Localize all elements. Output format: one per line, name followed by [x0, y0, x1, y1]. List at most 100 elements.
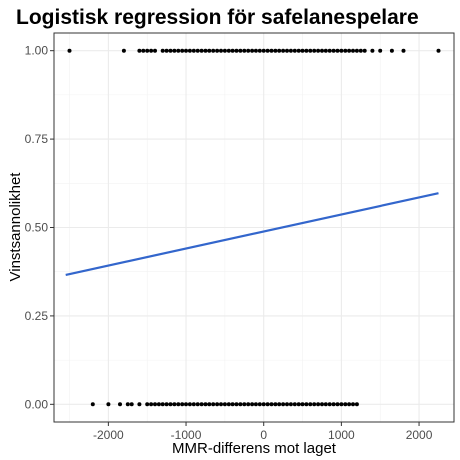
data-point — [125, 402, 130, 407]
y-axis-ticks: 0.00 0.25 0.50 0.75 1.00 — [25, 44, 54, 411]
data-point — [327, 48, 332, 53]
data-point — [292, 402, 297, 407]
data-point — [261, 402, 266, 407]
data-point — [234, 402, 239, 407]
x-tick-label: -2000 — [93, 428, 124, 442]
data-point — [129, 402, 134, 407]
data-point — [149, 402, 154, 407]
data-point — [246, 402, 251, 407]
data-point — [316, 402, 321, 407]
data-point — [335, 402, 340, 407]
data-point — [164, 402, 169, 407]
data-point — [335, 48, 340, 53]
data-point — [288, 402, 293, 407]
data-point — [176, 48, 181, 53]
data-point — [211, 402, 216, 407]
data-point — [296, 48, 301, 53]
data-point — [347, 402, 352, 407]
y-tick-label: 0.50 — [25, 221, 49, 235]
regression-line — [65, 192, 439, 276]
x-tick-label: -1000 — [171, 428, 202, 442]
regression-line-group — [65, 192, 439, 276]
data-point — [300, 48, 305, 53]
y-tick-label: 0.00 — [25, 397, 49, 411]
data-point — [347, 48, 352, 53]
data-point — [285, 402, 289, 407]
data-point — [304, 402, 309, 407]
data-point — [339, 48, 344, 53]
data-point — [153, 402, 157, 407]
data-point — [320, 48, 324, 53]
data-point — [226, 402, 231, 407]
data-point — [269, 402, 274, 407]
data-point — [331, 402, 336, 407]
data-point — [257, 48, 262, 53]
data-point — [207, 402, 212, 407]
data-point — [230, 402, 235, 407]
data-point — [265, 402, 270, 407]
data-point — [257, 402, 262, 407]
data-point — [106, 402, 111, 407]
data-point — [312, 402, 317, 407]
data-point — [180, 402, 185, 407]
chart-title: Logistisk regression för safelanespelare — [16, 6, 419, 29]
data-point — [308, 48, 313, 53]
data-points — [67, 48, 441, 407]
y-axis-title: Vinstsannolikhet — [7, 172, 24, 282]
data-point — [273, 402, 278, 407]
data-point — [358, 48, 363, 53]
data-point — [308, 402, 313, 407]
data-point — [137, 48, 142, 53]
data-point — [343, 402, 348, 407]
data-point — [292, 48, 297, 53]
data-point — [172, 48, 177, 53]
data-point — [67, 48, 72, 53]
data-point — [141, 48, 146, 53]
data-point — [226, 48, 231, 53]
data-point — [219, 48, 223, 53]
data-point — [323, 402, 328, 407]
data-point — [354, 402, 359, 407]
data-point — [285, 48, 289, 53]
data-point — [253, 48, 258, 53]
data-point — [187, 402, 192, 407]
x-axis-title: MMR-differens mot laget — [172, 440, 337, 457]
data-point — [242, 402, 247, 407]
data-point — [261, 48, 266, 53]
data-point — [281, 48, 286, 53]
data-point — [320, 402, 324, 407]
data-point — [172, 402, 177, 407]
data-point — [215, 48, 220, 53]
data-point — [300, 402, 305, 407]
x-tick-label: 0 — [260, 428, 267, 442]
data-point — [277, 402, 282, 407]
data-point — [90, 402, 95, 407]
data-point — [160, 402, 165, 407]
data-point — [211, 48, 216, 53]
data-point — [137, 402, 142, 407]
data-point — [436, 48, 441, 53]
data-point — [184, 402, 188, 407]
data-point — [222, 402, 227, 407]
data-point — [207, 48, 212, 53]
data-point — [296, 402, 301, 407]
data-point — [277, 48, 282, 53]
data-point — [118, 402, 122, 407]
data-point — [145, 48, 150, 53]
data-point — [370, 48, 375, 53]
data-point — [187, 48, 192, 53]
data-point — [354, 48, 359, 53]
x-tick-label: 2000 — [406, 428, 433, 442]
data-point — [269, 48, 274, 53]
data-point — [121, 48, 126, 53]
data-point — [250, 48, 255, 53]
data-point — [250, 402, 255, 407]
data-point — [184, 48, 188, 53]
data-point — [351, 402, 355, 407]
data-point — [219, 402, 223, 407]
data-point — [378, 48, 383, 53]
data-point — [242, 48, 247, 53]
data-point — [156, 402, 161, 407]
data-point — [203, 402, 208, 407]
